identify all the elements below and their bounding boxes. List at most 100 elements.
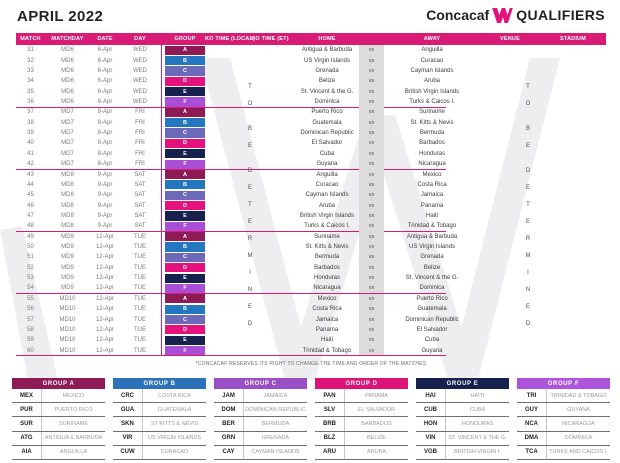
match-number: 57 <box>27 316 34 323</box>
group-table: GROUP F TRI TRINIDAD & TOBAGO GUY GUYANA NCA N… <box>517 378 610 460</box>
team-name: ST KITTS & NEVIS <box>150 420 199 427</box>
away-team: Antigua & Barbuda <box>406 233 458 240</box>
team-code: JAM <box>222 392 235 399</box>
group-chip: B <box>165 55 205 66</box>
match-day: FRI <box>135 150 145 157</box>
match-row: 56 MD10 12-Apr TUE B Costa Rica vs Guatemala <box>16 303 606 315</box>
group-chip: A <box>165 169 205 180</box>
tbd-letter: E <box>525 184 530 191</box>
match-number: 34 <box>27 78 34 85</box>
matchday: MD10 <box>59 306 76 313</box>
team-row: SUR SURINAME <box>12 417 105 432</box>
matchday: MD9 <box>61 233 74 240</box>
team-code: BER <box>222 420 235 427</box>
home-team: Nicaragua <box>313 285 341 292</box>
matchday: MD7 <box>61 140 74 147</box>
tbd-letter: R <box>247 235 253 242</box>
away-team: St. Kitts & Nevis <box>410 119 454 126</box>
match-number: 49 <box>27 233 34 240</box>
team-row: VIR US VIRGIN ISLANDS <box>113 431 206 446</box>
match-number: 38 <box>27 119 34 126</box>
matchday: MD7 <box>61 130 74 137</box>
match-date: 8-Apr <box>97 161 113 168</box>
code-name-divider <box>445 403 446 417</box>
team-code: ATG <box>20 435 33 442</box>
code-name-divider <box>41 445 42 459</box>
team-code: PUR <box>20 406 33 413</box>
home-team: Dominica <box>314 98 340 105</box>
group-chip: F <box>165 97 205 107</box>
matchday: MD10 <box>59 337 76 344</box>
match-day: TUE <box>134 285 146 292</box>
code-name-divider <box>142 431 143 445</box>
group-chip: F <box>165 346 205 356</box>
disclaimer-note: *CONCACAF RESERVES ITS RIGHT TO CHANGE T… <box>195 361 427 367</box>
away-team: Jamaica <box>420 192 444 199</box>
match-date: 6-Apr <box>97 98 113 105</box>
match-day: SAT <box>134 171 146 178</box>
group-chip: F <box>165 283 205 294</box>
match-row: 47 MD8 9-Apr SAT E British Virgin Islands vs Ha… <box>16 210 606 222</box>
vs-label: vs <box>359 76 384 87</box>
vs-label: vs <box>359 241 384 253</box>
code-name-divider <box>243 389 244 403</box>
match-day: TUE <box>134 316 146 323</box>
team-code: CUW <box>120 449 135 456</box>
away-team: Grenada <box>420 254 444 261</box>
matchday: MD10 <box>59 295 76 302</box>
group-chip: A <box>165 45 205 55</box>
team-code: DMA <box>524 435 539 442</box>
group-chip: C <box>165 66 205 76</box>
team-row: GRN GRENADA <box>214 431 307 446</box>
match-number: 56 <box>27 306 34 313</box>
col-header-match: MATCH <box>20 36 41 42</box>
group-chip: A <box>165 107 205 117</box>
match-day: FRI <box>135 109 145 116</box>
vs-label: vs <box>359 314 384 325</box>
team-name: CURACAO <box>160 449 189 456</box>
away-team: US Virgin Islands <box>409 244 455 251</box>
tbd-letter: B <box>525 125 530 132</box>
vs-label: vs <box>359 45 384 56</box>
code-name-divider <box>445 431 446 445</box>
match-day: TUE <box>134 275 146 282</box>
col-header-ko-local: KO TIME (LOCAL) <box>205 36 256 42</box>
team-name: HAITI <box>470 392 485 399</box>
away-team: Puerto Rico <box>416 295 448 302</box>
col-header-ko-et: KO TIME (ET) <box>251 36 289 42</box>
team-row: TRI TRINIDAD & TOBAGO <box>517 389 610 404</box>
team-row: DMA DOMINICA <box>517 431 610 446</box>
team-code: BRB <box>323 420 336 427</box>
away-team: Aruba <box>423 78 440 85</box>
vs-label: vs <box>359 335 384 346</box>
match-number: 40 <box>27 140 34 147</box>
team-row: BRB BARBADOS <box>315 417 408 432</box>
team-name: COSTA RICA <box>158 392 191 399</box>
matchday: MD7 <box>61 150 74 157</box>
home-team: Panama <box>315 326 339 333</box>
team-code: TRI <box>526 392 537 399</box>
match-row: 37 MD7 8-Apr FRI A Puerto Rico vs Suriname <box>16 107 606 118</box>
match-row: 49 MD9 12-Apr TUE A Suriname vs Antigua & Barbu… <box>16 231 606 242</box>
team-name: EL SALVADOR <box>357 406 396 413</box>
group-chip: B <box>165 304 205 314</box>
group-header: GROUP D <box>315 378 408 389</box>
matchday: MD8 <box>61 202 74 209</box>
code-name-divider <box>41 417 42 431</box>
team-name: ANGUILLA <box>59 449 88 456</box>
match-number: 31 <box>27 47 34 54</box>
team-name: BRITISH VIRGIN I. <box>454 449 501 456</box>
code-name-divider <box>344 445 345 459</box>
col-header-matchday: MATCHDAY <box>51 36 84 42</box>
match-day: TUE <box>134 337 146 344</box>
home-team: Turks & Caicos I. <box>304 223 350 230</box>
code-name-divider <box>445 417 446 431</box>
away-team: Haiti <box>425 212 438 219</box>
away-team: Belize <box>423 264 441 271</box>
team-name: GUATEMALA <box>157 406 192 413</box>
team-row: HAI HAITI <box>416 389 509 404</box>
team-row: VIN ST. VINCENT & THE G. <box>416 431 509 446</box>
match-number: 50 <box>27 244 34 251</box>
match-number: 60 <box>27 347 34 354</box>
